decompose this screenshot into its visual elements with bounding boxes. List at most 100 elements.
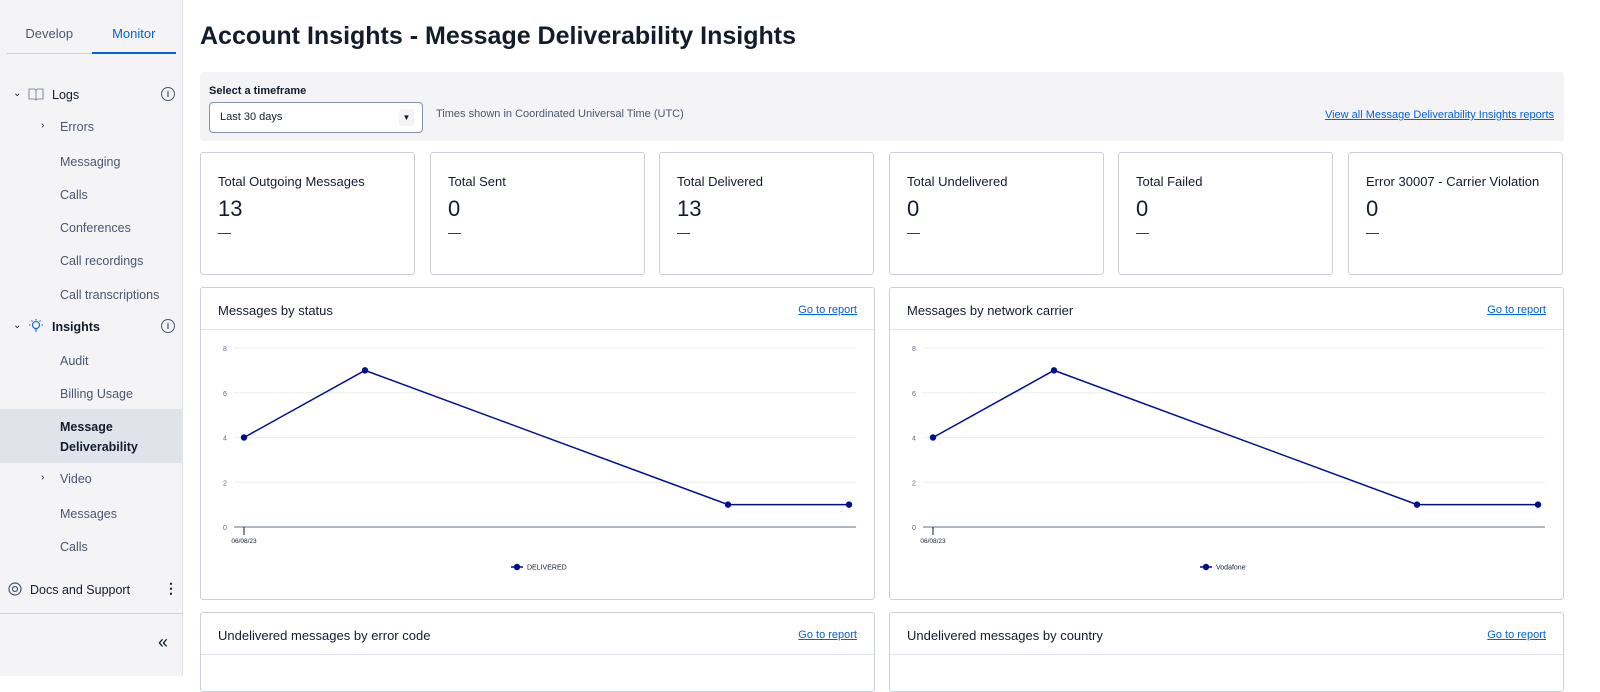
timeframe-select[interactable]: Last 30 days ▼ — [209, 102, 423, 133]
timeframe-value: Last 30 days — [220, 111, 283, 123]
y-tick-label: 6 — [223, 391, 227, 398]
metric-card: Total Undelivered 0 — — [889, 152, 1104, 275]
metric-value: 0 — [448, 196, 461, 221]
sidebar-item-label: Messaging — [60, 155, 121, 169]
sidebar-tabs: Develop Monitor — [7, 20, 176, 54]
chevron-right-icon: › — [41, 472, 45, 483]
metric-title: Total Outgoing Messages — [218, 174, 365, 189]
metric-title: Error 30007 - Carrier Violation — [1366, 174, 1540, 189]
metric-value: 13 — [218, 196, 243, 221]
metric-delta: — — [1366, 225, 1379, 240]
sidebar-item-message-deliverability[interactable]: Message Deliverability — [0, 409, 183, 463]
sidebar-item-label: Calls — [60, 540, 88, 554]
metric-delta: — — [677, 225, 690, 240]
panel-title: Messages by status — [218, 303, 333, 318]
data-point — [1413, 501, 1421, 508]
panel-title: Undelivered messages by error code — [218, 628, 431, 643]
y-tick-label: 2 — [223, 480, 227, 487]
y-tick-label: 0 — [223, 525, 227, 532]
timeframe-filter-bar: Select a timeframe Last 30 days ▼ Times s… — [200, 72, 1564, 141]
panel-title: Messages by network carrier — [907, 303, 1074, 318]
lifebuoy-icon — [8, 582, 22, 596]
y-tick-label: 8 — [223, 346, 227, 353]
chevron-down-icon: ⌄ — [13, 320, 22, 331]
y-tick-label: 0 — [912, 525, 916, 532]
messages-by-carrier-panel: Messages by network carrier Go to report … — [889, 287, 1564, 600]
metric-title: Total Undelivered — [907, 174, 1008, 189]
metric-delta: — — [907, 225, 920, 240]
sidebar-item-label: Calls — [60, 188, 88, 202]
metric-title: Total Sent — [448, 174, 506, 189]
data-point — [724, 501, 732, 508]
metric-delta: — — [1136, 225, 1149, 240]
go-to-report-link[interactable]: Go to report — [1487, 629, 1546, 641]
undelivered-by-country-panel: Undelivered messages by country Go to rep… — [889, 612, 1564, 692]
sidebar-item-label: Messages — [60, 507, 117, 521]
x-tick-label: 06/08/23 — [231, 538, 257, 545]
divider — [0, 613, 183, 614]
chevron-down-icon: ⌄ — [13, 88, 22, 99]
sidebar-item-label: Audit — [60, 354, 89, 368]
series-line — [243, 369, 849, 506]
data-point — [929, 434, 937, 441]
go-to-report-link[interactable]: Go to report — [798, 304, 857, 316]
metric-delta: — — [218, 225, 231, 240]
docs-label: Docs and Support — [30, 583, 131, 597]
book-icon — [28, 88, 44, 101]
legend-marker — [513, 563, 521, 571]
legend-label: Vodafone — [1216, 565, 1246, 572]
x-tick-label: 06/08/23 — [920, 538, 946, 545]
metric-card: Total Failed 0 — — [1118, 152, 1333, 275]
y-tick-label: 4 — [223, 436, 227, 443]
more-options-icon[interactable]: ⋮ — [164, 580, 178, 596]
sidebar-item-label: Message Deliverability — [60, 420, 138, 454]
metric-card: Total Outgoing Messages 13 — — [200, 152, 415, 275]
sidebar-item-label: Video — [60, 472, 92, 486]
legend-label: DELIVERED — [527, 565, 567, 572]
messages-by-carrier-chart: 0 2 4 6 8 06/08/23 Vodafone — [912, 346, 1545, 572]
metric-card: Error 30007 - Carrier Violation 0 — — [1348, 152, 1563, 275]
docs-and-support[interactable]: Docs and Support ⋮ — [0, 580, 183, 599]
series-line — [932, 369, 1538, 506]
metric-delta: — — [448, 225, 461, 240]
sidebar-item-label: Call recordings — [60, 254, 144, 268]
view-all-reports-link[interactable]: View all Message Deliverability Insights… — [1324, 109, 1554, 121]
data-point — [1050, 367, 1058, 374]
sidebar-item-label: Billing Usage — [60, 387, 133, 401]
data-point — [361, 367, 369, 374]
chevron-right-icon: › — [41, 120, 45, 131]
messages-by-status-panel: Messages by status Go to report 0 2 4 6 8 06/0… — [200, 287, 875, 600]
y-tick-label: 8 — [912, 346, 916, 353]
timezone-note: Times shown in Coordinated Universal Tim… — [436, 108, 684, 120]
metric-title: Total Failed — [1136, 174, 1203, 189]
go-to-report-link[interactable]: Go to report — [1487, 304, 1546, 316]
sidebar: Develop Monitor ⌄ Logs i › Errors Messagi… — [0, 0, 183, 676]
chevron-down-icon: ▼ — [399, 109, 414, 126]
info-icon[interactable]: i — [161, 319, 175, 333]
messages-by-status-chart: 0 2 4 6 8 06/08/23 DELIVERED — [223, 346, 856, 572]
metric-title: Total Delivered — [677, 174, 763, 189]
panel-title: Undelivered messages by country — [907, 628, 1103, 643]
sidebar-group-insights[interactable]: ⌄ Insights i — [0, 319, 183, 336]
sidebar-group-label: Logs — [52, 88, 80, 102]
sidebar-group-logs[interactable]: ⌄ Logs i — [0, 87, 183, 104]
metric-card: Total Delivered 13 — — [659, 152, 874, 275]
metric-value: 13 — [677, 196, 702, 221]
tab-monitor[interactable]: Monitor — [91, 20, 176, 54]
data-point — [1534, 501, 1542, 508]
collapse-sidebar-icon[interactable]: « — [158, 632, 169, 652]
metric-card: Total Sent 0 — — [430, 152, 645, 275]
sidebar-item-label: Call transcriptions — [60, 288, 160, 302]
data-point — [845, 501, 853, 508]
legend-marker — [1202, 563, 1210, 571]
sidebar-item-label: Conferences — [60, 221, 131, 235]
tab-develop[interactable]: Develop — [25, 26, 74, 41]
metric-value: 0 — [1366, 196, 1379, 221]
y-tick-label: 4 — [912, 436, 916, 443]
info-icon[interactable]: i — [161, 87, 175, 101]
y-tick-label: 2 — [912, 480, 916, 487]
sidebar-item-label: Errors — [60, 120, 95, 134]
undelivered-by-error-code-panel: Undelivered messages by error code Go to … — [200, 612, 875, 692]
go-to-report-link[interactable]: Go to report — [798, 629, 857, 641]
data-point — [240, 434, 248, 441]
